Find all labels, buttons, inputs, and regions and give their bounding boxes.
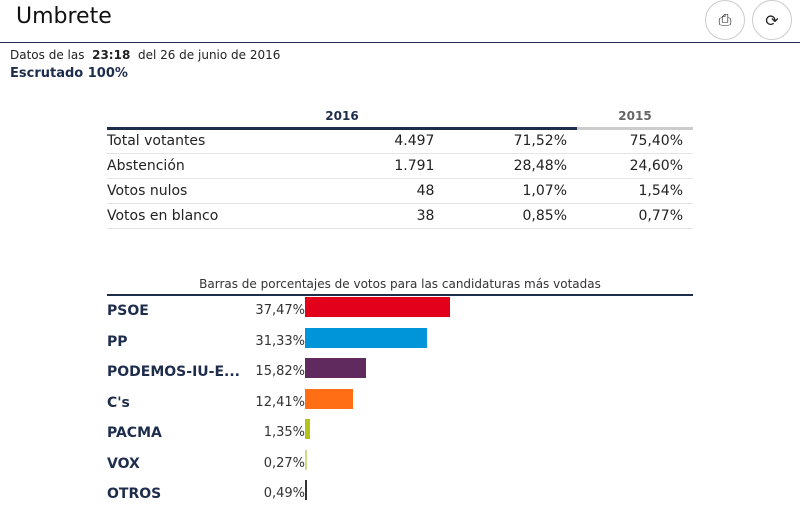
chart-row: C's 12,41% [107, 388, 693, 419]
party-percentage: 37,47% [255, 303, 305, 318]
chart-divider [107, 294, 693, 296]
row-label: Votos nulos [107, 178, 340, 204]
party-percentage: 15,82% [255, 364, 305, 379]
party-percentage: 31,33% [255, 333, 305, 349]
print-button[interactable]: ⎙ [705, 0, 745, 40]
pct-2016: 71,52% [444, 128, 577, 154]
data-timestamp: Datos de las 23:18 del 26 de junio de 20… [10, 48, 280, 62]
row-label: Abstención [107, 153, 340, 179]
chart-row: OTROS 0,49% [107, 480, 693, 510]
party-bar [305, 358, 367, 378]
party-name: PACMA [107, 425, 162, 441]
party-name: OTROS [107, 486, 162, 502]
table-row: Abstención 1.791 28,48% 24,60% [107, 153, 693, 179]
pct-2015: 1,54% [577, 178, 693, 204]
escrutado-status: Escrutado 100% [10, 66, 128, 81]
timestamp-prefix: Datos de las [10, 48, 85, 62]
chart-row: PACMA 1,35% [107, 419, 693, 449]
chart-row: PP 31,33% [107, 327, 693, 358]
pct-2016: 28,48% [444, 153, 577, 179]
party-bar [305, 297, 451, 317]
participation-table: 2016 2015 Total votantes 4.497 71,52% 75,40… [107, 106, 693, 229]
table-row: Votos nulos 48 1,07% 1,54% [107, 178, 693, 204]
header-2016: 2016 [107, 106, 577, 130]
party-name: PSOE [107, 303, 149, 319]
party-name: PODEMOS-IU-E... [107, 364, 240, 380]
chart-title: Barras de porcentajes de votos para las … [199, 277, 601, 291]
party-percentage: 12,41% [255, 394, 305, 410]
party-bar [305, 327, 427, 348]
pct-2015: 75,40% [577, 128, 693, 154]
pct-2015: 24,60% [577, 153, 693, 179]
page-title: Umbrete [16, 4, 112, 29]
header-2015: 2015 [577, 106, 693, 130]
timestamp-time: 23:18 [92, 48, 131, 62]
refresh-button[interactable]: ⟳ [752, 0, 792, 40]
votes-value: 48 [339, 178, 445, 204]
party-bar [305, 480, 307, 500]
chart-row: PSOE 37,47% [107, 297, 693, 327]
party-bar [305, 419, 311, 439]
party-percentage: 0,49% [263, 486, 305, 501]
table-row: Votos en blanco 38 0,85% 0,77% [107, 203, 693, 229]
party-percentage: 0,27% [263, 455, 305, 471]
party-name: VOX [107, 455, 140, 472]
votes-value: 1.791 [339, 153, 445, 179]
print-icon: ⎙ [718, 10, 732, 29]
chart-row: PODEMOS-IU-E... 15,82% [107, 358, 693, 388]
party-bar [305, 449, 307, 470]
refresh-icon: ⟳ [765, 10, 779, 30]
header: Umbrete ⎙ ⟳ [0, 0, 800, 43]
pct-2016: 1,07% [444, 178, 577, 204]
party-name: PP [107, 333, 128, 350]
party-bar [305, 388, 354, 409]
votes-value: 38 [339, 203, 445, 229]
chart-row: VOX 0,27% [107, 449, 693, 480]
table-row: Total votantes 4.497 71,52% 75,40% [107, 128, 693, 154]
votes-value: 4.497 [339, 128, 445, 154]
timestamp-date: del 26 de junio de 2016 [137, 48, 281, 62]
pct-2015: 0,77% [577, 203, 693, 229]
row-label: Total votantes [107, 128, 340, 154]
pct-2016: 0,85% [444, 203, 577, 229]
row-label: Votos en blanco [107, 203, 340, 229]
party-percentage: 1,35% [263, 425, 305, 440]
party-name: C's [107, 394, 130, 411]
